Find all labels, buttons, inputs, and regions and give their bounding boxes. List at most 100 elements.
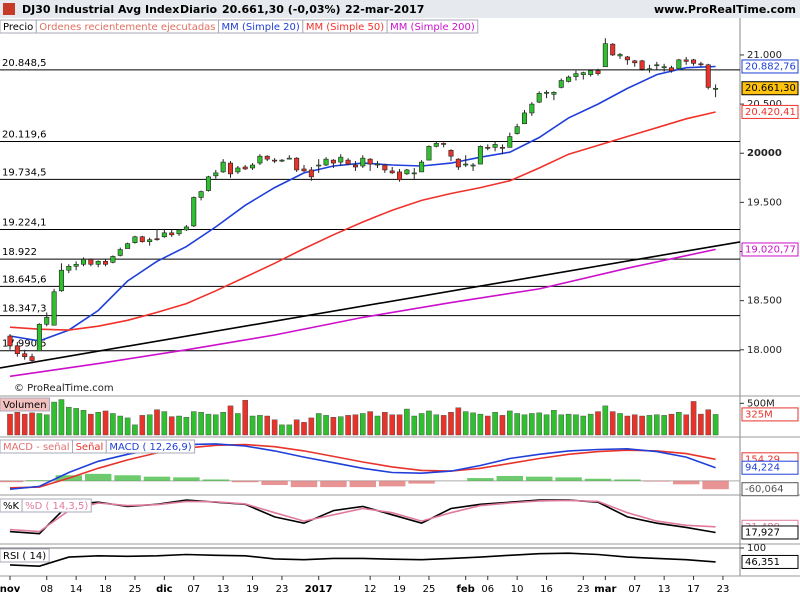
symbol: DJ30 Industrial Avg Index: [22, 3, 179, 16]
y-tick-label: 21.000: [747, 50, 782, 61]
candle-body: [426, 146, 432, 161]
histogram-bar: [320, 480, 347, 488]
candle-body: [610, 43, 616, 56]
volume-bar: [404, 408, 410, 436]
value-tag: [741, 460, 799, 475]
legend-entry: MM (Simple 200): [390, 22, 475, 33]
candle-body: [73, 263, 79, 267]
candle-body: [117, 249, 123, 256]
volume-bar: [543, 414, 550, 436]
volume-bar: [514, 413, 520, 436]
candle-body: [382, 164, 388, 171]
candle-body: [154, 238, 160, 241]
histogram-bar: [290, 480, 318, 488]
volume-bar: [683, 414, 689, 436]
volume-bar: [330, 417, 337, 436]
volume-bar: [470, 412, 476, 436]
volume-bar: [337, 416, 344, 436]
candle-body: [205, 176, 211, 191]
volume-bar: [80, 410, 87, 436]
volume-bar: [418, 413, 425, 436]
volume-bar: [51, 401, 57, 436]
candle-body: [345, 159, 351, 165]
volume-bar: [139, 415, 146, 436]
app-icon[interactable]: [3, 3, 15, 15]
volume-bar: [624, 415, 631, 436]
candle-body: [397, 171, 403, 181]
value-tag-label: 19.020,77: [745, 244, 796, 255]
value-tag: [741, 482, 799, 497]
volume-bar: [198, 412, 204, 436]
volume-bar: [95, 412, 101, 436]
candle-body: [220, 161, 226, 173]
candle-body: [176, 229, 182, 235]
legend-box: [0, 397, 51, 412]
candle-body: [242, 166, 248, 170]
candle-body: [448, 149, 454, 157]
x-tick-label: 06: [481, 584, 494, 595]
volume-bar: [58, 399, 65, 436]
candle-body: [566, 76, 572, 82]
candle-body: [668, 67, 675, 71]
legend-entry: %D ( 14,3,5): [25, 501, 88, 512]
candle-body: [477, 146, 483, 165]
volume-bar: [382, 412, 388, 436]
volume-bar: [639, 415, 645, 436]
x-tick-label: 12: [364, 584, 377, 595]
candle-body: [536, 92, 542, 103]
x-tick-label: 23: [577, 584, 590, 595]
legend-entry: %K: [3, 501, 20, 512]
candle-body: [132, 236, 138, 243]
histogram-bar: [672, 480, 700, 485]
volume-bar: [168, 416, 175, 436]
y-tick-label: 100: [747, 543, 766, 554]
histogram-bar: [467, 478, 494, 481]
volume-bar: [360, 413, 366, 436]
candle-body: [147, 239, 153, 242]
volume-bar: [315, 413, 322, 436]
legend-box: [21, 498, 92, 513]
candle-body: [646, 68, 652, 71]
x-tick-label: 25: [423, 584, 436, 595]
candle-body: [58, 269, 64, 292]
value-tag-label: 154,29: [745, 454, 780, 465]
candle-body: [580, 72, 586, 75]
candle-body: [507, 136, 513, 148]
value-tag-label: 17,927: [745, 527, 780, 538]
volume-bar: [264, 415, 271, 436]
candle-body: [521, 112, 528, 125]
indicator-line: [9, 552, 716, 568]
volume-bar: [551, 410, 557, 436]
volume-bar: [21, 413, 28, 436]
candle-body: [294, 157, 300, 171]
histogram-bar: [408, 480, 435, 484]
candle-body: [529, 103, 535, 114]
volume-bar: [411, 415, 418, 436]
candle-body: [264, 155, 270, 160]
candle-body: [330, 159, 336, 164]
value-tag-label: 46,351: [745, 557, 780, 568]
value-tag-label: 20.661,30: [745, 83, 796, 94]
volume-bar: [132, 424, 138, 436]
volume-bar: [676, 412, 682, 436]
trend-line: [0, 241, 741, 369]
volume-bar: [88, 413, 94, 436]
volume-bar: [257, 415, 263, 436]
value-tag: [741, 242, 799, 257]
volume-bar: [690, 401, 697, 436]
volume-bar: [462, 411, 469, 436]
candle-body: [404, 169, 410, 175]
candle-body: [323, 158, 329, 166]
x-tick-label: 08: [40, 584, 53, 595]
candle-body: [595, 70, 601, 74]
candle-body: [161, 232, 167, 238]
candle-body: [374, 163, 381, 166]
level-label: 20.119,6: [2, 129, 47, 140]
candle-body: [617, 54, 623, 57]
volume-bar: [36, 413, 43, 436]
level-label: 18.347,3: [2, 304, 47, 315]
volume-bar: [286, 424, 293, 436]
volume-bar: [661, 415, 667, 436]
volume-bar: [176, 415, 182, 436]
histogram-bar: [584, 478, 612, 481]
